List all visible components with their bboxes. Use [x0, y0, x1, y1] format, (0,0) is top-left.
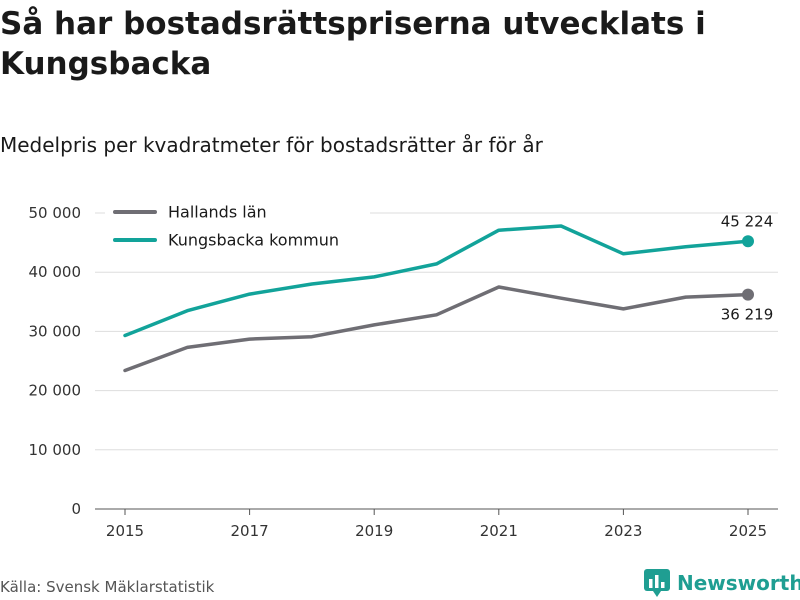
- end-point-marker: [742, 288, 754, 301]
- bar-chart-logo-icon: [644, 569, 670, 597]
- y-tick-label: 0: [71, 500, 81, 518]
- y-tick-label: 10 000: [29, 441, 82, 459]
- end-value-label: 45 224: [721, 212, 774, 230]
- y-tick-label: 50 000: [29, 204, 82, 222]
- line-chart: 0 10 000 20 000 30 000 40 000 50 000 2015 2017 2…: [28, 197, 778, 540]
- chart-title: Så har bostadsrättspriserna utvecklats i…: [0, 6, 706, 82]
- brand-logo[interactable]: Newsworthy: [644, 569, 800, 597]
- series-line-kungsbacka: [123, 224, 750, 338]
- x-tick-label: 2015: [106, 522, 144, 540]
- legend-background: [105, 197, 370, 258]
- x-tick-label: 2025: [729, 522, 767, 540]
- x-tick-label: 2017: [231, 522, 269, 540]
- series-line-hallands: [123, 285, 750, 373]
- chart-subtitle: Medelpris per kvadratmeter för bostadsrä…: [0, 133, 543, 157]
- x-tick-label: 2019: [355, 522, 393, 540]
- end-value-label: 36 219: [721, 306, 774, 324]
- legend-label: Kungsbacka kommun: [168, 231, 339, 250]
- source-note: Källa: Svensk Mäklarstatistik: [0, 578, 215, 596]
- y-tick-label: 40 000: [29, 263, 82, 281]
- end-point-marker: [742, 235, 754, 248]
- y-tick-label: 30 000: [29, 322, 82, 340]
- x-tick-label: 2023: [604, 522, 642, 540]
- y-tick-label: 20 000: [29, 382, 82, 400]
- x-tick-label: 2021: [480, 522, 518, 540]
- legend-label: Hallands län: [168, 203, 267, 222]
- brand-name: Newsworthy: [677, 571, 800, 595]
